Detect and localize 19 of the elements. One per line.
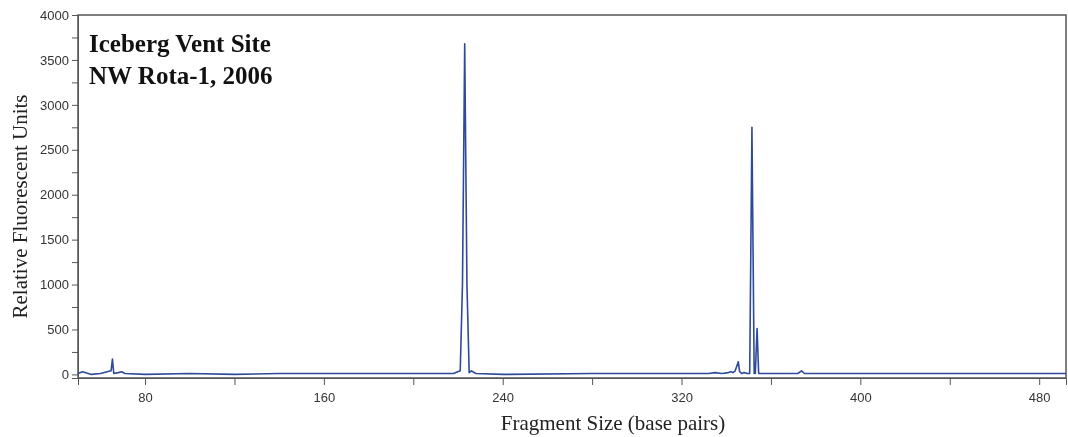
y-tick-label: 0 — [61, 367, 69, 383]
x-tick-label: 320 — [671, 390, 693, 406]
y-tick-label: 1000 — [40, 277, 69, 293]
y-tick-label: 3000 — [40, 97, 69, 113]
text: NW Rota-1, 2006 — [89, 62, 273, 89]
x-tick-label: 160 — [313, 390, 336, 406]
x-axis-title: Fragment Size (base pairs) — [500, 411, 726, 435]
x-tick-label: 80 — [138, 390, 153, 406]
y-tick-label: 3500 — [40, 52, 69, 68]
y-tick-label: 500 — [47, 322, 69, 338]
y-tick-label: 4000 — [40, 7, 69, 23]
x-tick-label: 240 — [492, 390, 515, 406]
y-tick-label: 2000 — [40, 187, 69, 203]
text: Iceberg Vent Site — [89, 30, 271, 57]
y-tick-label: 1500 — [40, 232, 69, 248]
y-axis-title: Relative Fluorescent Units — [8, 94, 32, 319]
y-tick-label: 2500 — [40, 142, 69, 158]
x-tick-label: 480 — [1028, 390, 1051, 406]
x-tick-label: 400 — [850, 390, 872, 406]
